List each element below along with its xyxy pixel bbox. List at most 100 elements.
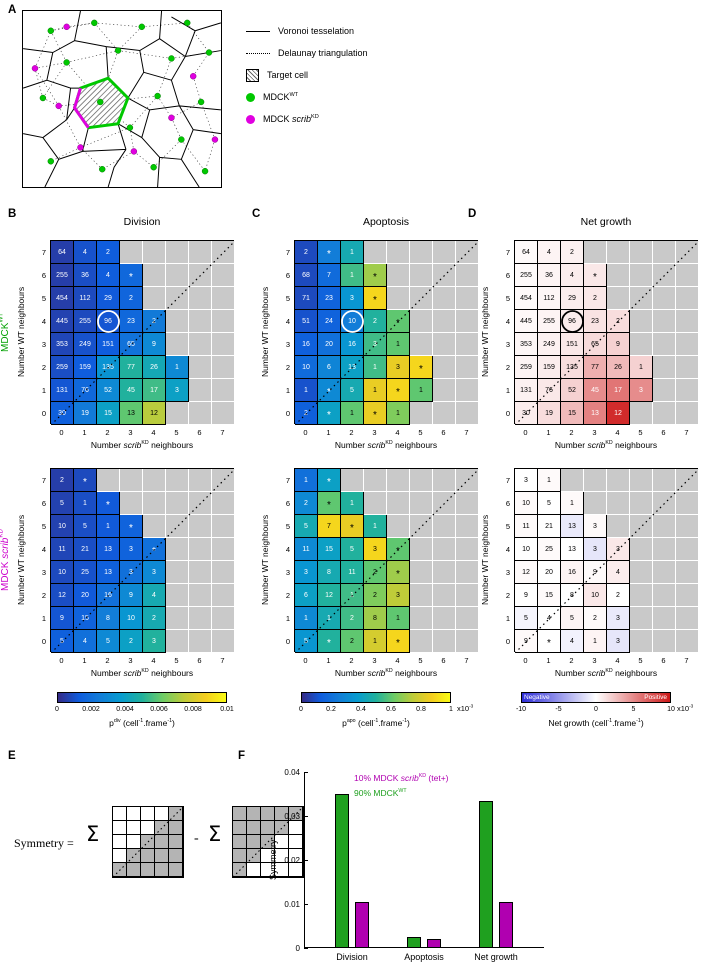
heatmap-cell: 2 [607,310,630,333]
colorbar-tick-label: 10 [667,706,675,713]
heatmap-cell [433,469,456,492]
y-axis-tick-label: 6 [505,271,510,280]
x-axis-tick-label: 2 [569,656,574,665]
heatmap-cell: 13 [120,402,143,425]
x-axis-tick-label: 3 [592,428,597,437]
heatmap-cell: 1 [387,607,410,630]
heatmap-cell [364,492,387,515]
heatmap-cell: 21 [74,538,97,561]
symmetry-grid-cell [169,863,183,877]
y-axis-tick-label: 6 [41,271,46,280]
delaunay-triangulation-lines [34,22,216,172]
heatmap-cell: 9 [584,561,607,584]
heatmap-cell: * [318,379,341,402]
heatmap-cell [120,241,143,264]
heatmap-cell: 3 [584,515,607,538]
heatmap-grid: 1 * 2 * 1 5 7 * 1 11 15 5 3 * 3 8 11 2 * 6 12 1 2 3 1 1 2 8 1 5 * 2 1 * [294,468,479,653]
symmetry-grid-2 [232,806,304,878]
symmetry-grid-cell [113,821,127,835]
symmetry-grid-cell [233,807,247,821]
heatmap-cell: 5 [51,492,74,515]
heatmap-cell: * [318,241,341,264]
panel-d-label: D [468,208,477,220]
heatmap-grid: 64 4 2 255 36 4 * 454 112 29 2 445 255 96 23 2 353 249 151… [514,240,699,425]
heatmap-grid: 64 4 2 255 36 4 * 454 112 29 2 445 255 96 23 2 353 249 151… [50,240,235,425]
heatmap-cell: 2 [584,607,607,630]
division-colorbar: 0 0.002 0.004 0.006 0.008 0.01 pdiv (cell-1.fr… [50,692,264,736]
heatmap-cell [433,630,456,653]
heatmap-cell: 5 [538,492,561,515]
heatmap-cell [653,515,676,538]
y-axis-tick-label: 3 [41,568,46,577]
heatmap-cell: * [120,515,143,538]
heatmap-cell [212,287,235,310]
heatmap-cell: 1 [387,333,410,356]
sum-symbol-1: Σ [86,822,100,846]
heatmap-cell [387,241,410,264]
y-axis-tick-label: 1 [505,614,510,623]
heatmap-cell: 6 [318,356,341,379]
y-axis-tick-label: 5 [41,294,46,303]
heatmap-cell: 19 [74,402,97,425]
x-axis-tick-label: 4 [151,656,156,665]
y-axis-tick-label: 3 [285,340,290,349]
heatmap-cell: 51 [295,310,318,333]
heatmap-cell: 1 [341,584,364,607]
heatmap-cell [166,310,189,333]
legend-label: Target cell [267,70,309,80]
symmetry-grid-cell [169,849,183,863]
heatmap-cell [387,287,410,310]
x-axis-tick-label: 6 [441,428,446,437]
heatmap-cell: 5 [341,538,364,561]
heatmap-cell [212,402,235,425]
y-axis-tick-label: 1 [41,386,46,395]
y-axis-tick-label: 2 [41,591,46,600]
heatmap-cell: 255 [515,264,538,287]
heatmap-cell [189,561,212,584]
heatmap-cell [410,402,433,425]
heatmap-cell: * [387,561,410,584]
net-growth-wt-heatmap: Number WT neighbours 0 1 2 3 4 5 6 7 64 4 2 255 36 4 * 4… [478,240,702,456]
heatmap-cell: * [364,287,387,310]
heatmap-cell: 2 [120,630,143,653]
y-axis-tick-label: 1 [41,614,46,623]
heatmap-cell: 36 [74,264,97,287]
heatmap-cell [676,241,699,264]
heatmap-cell: 45 [584,379,607,402]
apoptosis-colorbar: 0 0.2 0.4 0.6 0.8 1 x10-3 papo (cell-1.frame-1) [294,692,508,736]
heatmap-cell [584,492,607,515]
heatmap-cell: 1 [364,630,387,653]
heatmap-cell [630,333,653,356]
symmetry-grid-cell [155,849,169,863]
y-axis-tick-label: 1 [285,614,290,623]
heatmap-cell [189,630,212,653]
heatmap-cell [166,630,189,653]
heatmap-cell: 3 [166,379,189,402]
heatmap-cell: 1 [295,469,318,492]
panel-c-label: C [252,208,261,220]
x-axis-tick-label: 6 [441,656,446,665]
heatmap-cell: 249 [538,333,561,356]
heatmap-cell [456,584,479,607]
heatmap-cell [189,333,212,356]
heatmap-cell: 2 [295,241,318,264]
heatmap-cell: * [74,469,97,492]
heatmap-cell [456,469,479,492]
heatmap-cell: 6 [295,584,318,607]
heatmap-cell: 16 [341,333,364,356]
panel-f-label: F [238,750,246,762]
heatmap-cell: * [318,469,341,492]
y-axis-tick-label: 5 [41,522,46,531]
y-axis-tick-label: 5 [285,294,290,303]
heatmap-cell [120,469,143,492]
heatmap-cell [653,264,676,287]
heatmap-cell [410,469,433,492]
heatmap-cell [212,630,235,653]
heatmap-cell: 13 [97,561,120,584]
y-axis-tick-label: 4 [285,545,290,554]
symmetry-grid-cell [169,807,183,821]
heatmap-cell [341,469,364,492]
heatmap-cell [676,287,699,310]
x-axis-tick-label: 7 [684,656,689,665]
voronoi-diagram [22,10,222,188]
